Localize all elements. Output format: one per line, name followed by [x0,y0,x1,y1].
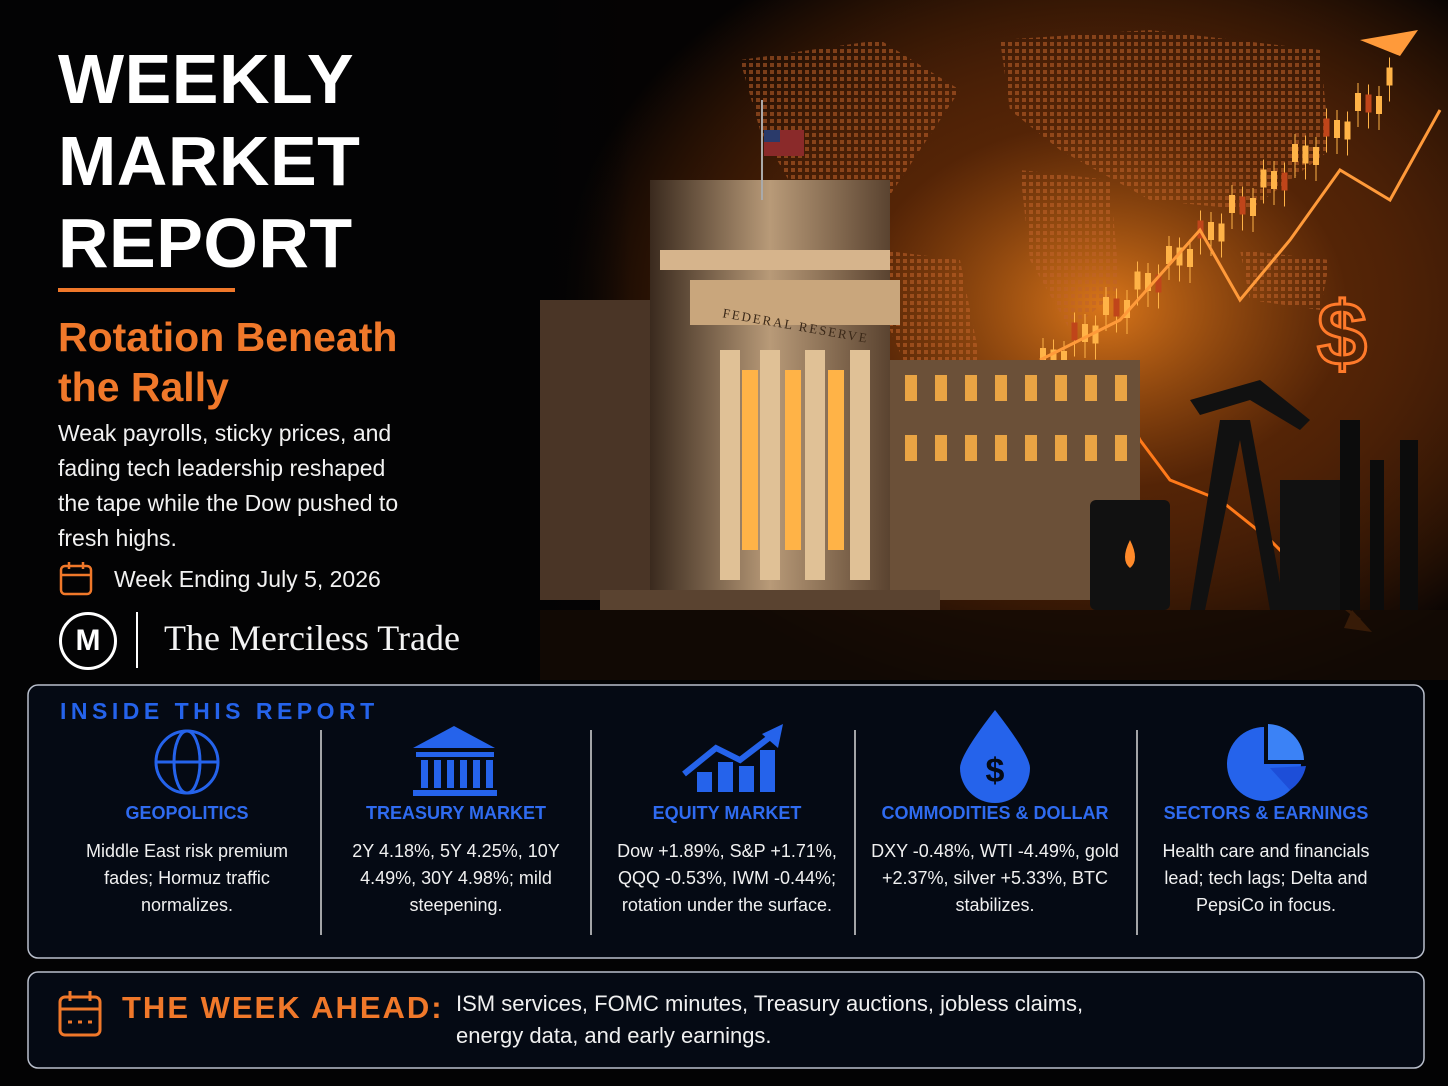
decor-rect [1355,93,1361,111]
report-date: Week Ending July 5, 2026 [114,566,381,592]
decor-rect [1166,246,1172,264]
decor-rect [1271,171,1277,189]
arrow-up [1360,30,1418,56]
fed-building: FEDERAL RESERVE [540,100,1140,610]
week-calendar-icon [58,991,102,1037]
decor-rect [1115,375,1127,401]
decor-rect [1055,435,1067,461]
dollar-sign: $ [1317,285,1367,385]
decor-rect [905,435,917,461]
oil-equipment [1090,380,1418,610]
decor-rect [935,375,947,401]
week-ahead-panel [27,971,1425,1069]
decor-rect [965,375,977,401]
decor-rect [1386,67,1393,86]
decor-rect [1092,325,1099,344]
decor-rect [1176,247,1183,266]
section-text: Middle East risk premium fades; Hormuz t… [85,841,289,915]
decor-rect [995,375,1007,401]
decor-rect [1292,144,1298,162]
decor-rect [1344,121,1351,140]
drop-symbol: $ [986,752,1005,790]
section-title: SECTORS & EARNINGS [1163,803,1369,823]
decor-rect [1218,223,1225,242]
decor-rect [1055,375,1067,401]
decor-rect [1334,120,1340,138]
decor-rect [1260,169,1267,188]
decor-rect [965,435,977,461]
decor-rect [1082,324,1088,342]
title-underline [58,288,235,292]
decor-rect [1113,298,1120,317]
section-title: EQUITY MARKET [652,803,802,823]
decor-rect [1115,435,1127,461]
title-line: REPORT [58,204,353,282]
section-text: 2Y 4.18%, 5Y 4.25%, 10Y 4.49%, 30Y 4.98%… [352,841,560,915]
decor-rect [1376,96,1382,114]
decor-rect [935,435,947,461]
decor-rect [1085,375,1097,401]
ground [540,610,1448,680]
logo: M [59,612,117,670]
decor-rect [1187,249,1193,267]
decor-rect [1025,435,1037,461]
inside-panel [27,684,1425,959]
decor-rect [1145,273,1151,291]
drop-icon: $ [960,710,1030,803]
section-text: Dow +1.89%, S&P +1.71%, QQQ -0.53%, IWM … [617,841,837,915]
globe-icon [154,729,220,795]
title-line: WEEKLY [58,40,355,118]
inside-heading: INSIDE THIS REPORT [60,698,379,724]
title-line: MARKET [58,122,361,200]
windows [905,375,1127,461]
decor-rect [1103,297,1109,315]
decor-rect [1124,300,1130,318]
decor-rect [1208,222,1214,240]
section-dividers [320,730,1138,935]
decor-rect [1313,147,1319,165]
decor-rect [995,435,1007,461]
growth-icon [682,724,783,792]
decor-rect [1025,375,1037,401]
decor-rect [905,375,917,401]
decor-rect [1250,198,1256,216]
section-text: Health care and financials lead; tech la… [1162,841,1370,915]
decor-rect [1365,94,1372,113]
pie-icon [1227,724,1306,801]
decor-rect [1155,274,1162,293]
decor-rect [1071,322,1078,341]
section-title: TREASURY MARKET [365,803,546,823]
trend-line [1039,109,1442,362]
subtitle: Rotation Beneath the Rally [58,314,398,410]
week-ahead-text: ISM services, FOMC minutes, Treasury auc… [456,991,1084,1048]
decor-rect [1085,435,1097,461]
section-title: COMMODITIES & DOLLAR [881,803,1109,823]
brand: The Merciless Trade [164,618,460,658]
decor-rect [1281,172,1288,191]
bank-icon [413,726,497,796]
decor-rect [1323,118,1330,137]
description: Weak payrolls, sticky prices, and fading… [58,420,399,551]
decor-rect [1050,349,1057,368]
calendar-icon [59,562,93,596]
decor-rect [1239,196,1246,215]
decor-rect [1229,195,1235,213]
section-text: DXY -0.48%, WTI -4.49%, gold +2.37%, sil… [871,841,1119,915]
week-ahead-label: THE WEEK AHEAD: [122,990,444,1025]
decor-rect [1302,145,1309,164]
section-title: GEOPOLITICS [125,803,249,823]
decor-rect [1134,271,1141,290]
